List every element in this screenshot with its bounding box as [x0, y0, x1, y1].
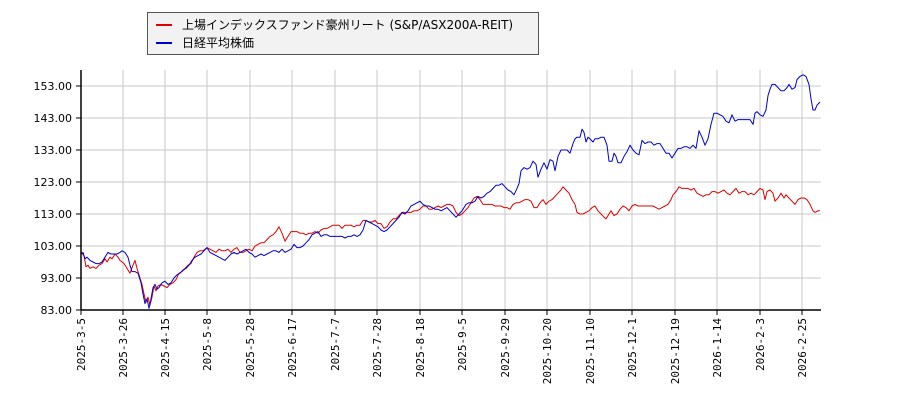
x-tick-label: 2026-2-3: [754, 318, 767, 371]
y-tick-label: 153.00: [34, 80, 73, 93]
y-axis-ticks: 83.00 93.00 103.00 113.00 123.00 133.00 143.00…: [34, 80, 81, 317]
x-tick-label: 2025-5-8: [201, 318, 214, 371]
x-tick-label: 2025-9-5: [456, 318, 469, 371]
x-tick-label: 2025-10-20: [541, 318, 554, 384]
legend-label-nikkei: 日経平均株価: [182, 36, 255, 50]
axes: [80, 70, 821, 311]
blue-line-swatch-icon: [156, 42, 172, 44]
x-tick-label: 2025-12-19: [669, 318, 682, 384]
y-tick-label: 113.00: [34, 208, 73, 221]
y-tick-label: 143.00: [34, 112, 73, 125]
x-tick-label: 2025-8-18: [414, 318, 427, 378]
x-tick-label: 2025-3-5: [75, 318, 88, 371]
x-tick-label: 2025-9-29: [499, 318, 512, 378]
legend: 上場インデックスファンド豪州リート (S&P/ASX200A-REIT) 日経平…: [147, 12, 539, 55]
x-tick-label: 2025-11-10: [584, 318, 597, 384]
red-line-swatch-icon: [156, 24, 172, 26]
y-tick-label: 123.00: [34, 176, 73, 189]
y-tick-label: 103.00: [34, 240, 73, 253]
y-tick-label: 93.00: [41, 272, 73, 285]
x-tick-label: 2025-4-15: [159, 318, 172, 378]
y-tick-label: 83.00: [41, 304, 73, 317]
legend-item-reit: 上場インデックスファンド豪州リート (S&P/ASX200A-REIT): [156, 16, 513, 34]
x-axis-ticks: 2025-3-5 2025-3-26 2025-4-15 2025-5-8 2025-5…: [75, 310, 809, 384]
series-line: [80, 74, 821, 309]
x-tick-label: 2025-12-1: [626, 318, 639, 378]
x-tick-label: 2026-2-25: [796, 318, 809, 378]
x-tick-label: 2025-6-17: [286, 318, 299, 378]
legend-item-nikkei: 日経平均株価: [156, 34, 254, 52]
grid-lines: [81, 70, 821, 310]
legend-label-reit: 上場インデックスファンド豪州リート (S&P/ASX200A-REIT): [182, 18, 514, 32]
y-tick-label: 133.00: [34, 144, 73, 157]
x-tick-label: 2025-7-28: [371, 318, 384, 378]
x-tick-label: 2025-5-28: [244, 318, 257, 378]
x-tick-label: 2025-7-7: [329, 318, 342, 371]
x-tick-label: 2026-1-14: [711, 318, 724, 378]
data-series: [80, 74, 821, 309]
x-tick-label: 2025-3-26: [117, 318, 130, 378]
